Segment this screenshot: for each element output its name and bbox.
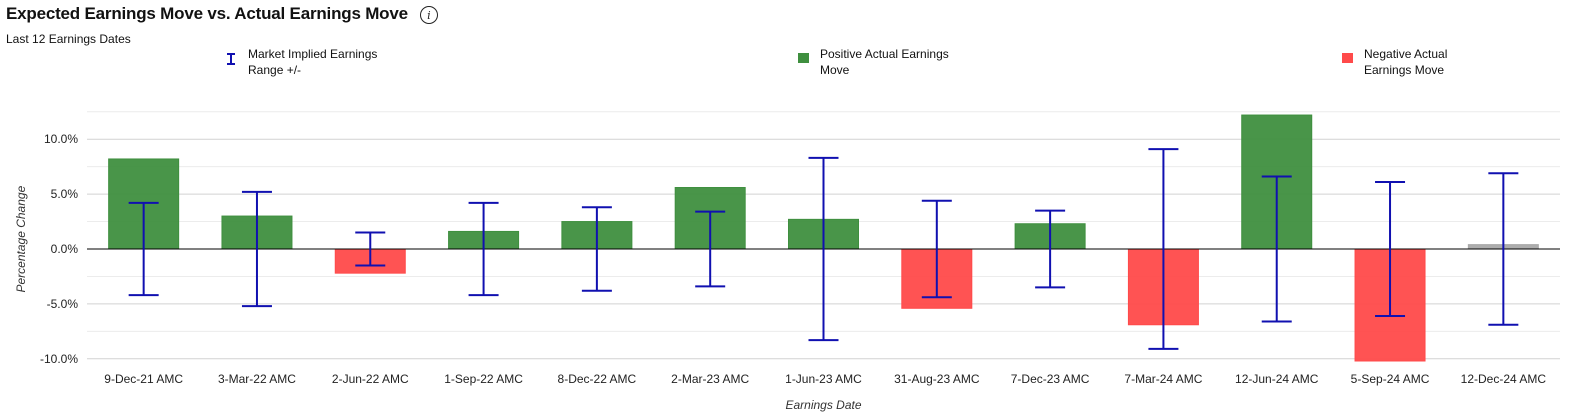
y-tick-label: 0.0% bbox=[51, 242, 79, 256]
legend-label-range: Market Implied Earnings Range +/- bbox=[248, 47, 378, 77]
x-axis-title: Earnings Date bbox=[785, 398, 861, 412]
implied-range-error-bar[interactable] bbox=[355, 231, 386, 267]
implied-range-error-bar[interactable] bbox=[1375, 181, 1406, 317]
label-layer: 10.0% 5.0% 0.0% -5.0% -10.0% 9-Dec-21 AMC 3-Ma… bbox=[40, 132, 1546, 386]
x-tick-label: 7-Dec-23 AMC bbox=[1011, 372, 1090, 386]
x-tick-label: 7-Mar-24 AMC bbox=[1124, 372, 1202, 386]
error-bar-icon bbox=[224, 53, 238, 65]
implied-range-error-bar[interactable] bbox=[1035, 209, 1066, 289]
y-tick-label: 5.0% bbox=[51, 187, 79, 201]
y-tick-label: -5.0% bbox=[47, 297, 79, 311]
negative-swatch-icon bbox=[1340, 53, 1354, 63]
implied-range-error-bar[interactable] bbox=[1261, 175, 1292, 323]
implied-range-error-bar[interactable] bbox=[128, 201, 159, 297]
x-tick-label: 2-Jun-22 AMC bbox=[332, 372, 409, 386]
legend-label-positive: Positive Actual Earnings Move bbox=[820, 47, 949, 77]
x-tick-label: 1-Jun-23 AMC bbox=[785, 372, 862, 386]
implied-range-error-bar[interactable] bbox=[921, 199, 952, 299]
implied-range-error-bar[interactable] bbox=[241, 190, 272, 308]
legend-item-range[interactable]: Market Implied Earnings Range +/- bbox=[224, 46, 378, 78]
implied-range-error-bar[interactable] bbox=[808, 156, 839, 342]
x-tick-label: 31-Aug-23 AMC bbox=[894, 372, 980, 386]
legend-item-positive[interactable]: Positive Actual Earnings Move bbox=[796, 46, 950, 78]
x-tick-label: 3-Mar-22 AMC bbox=[218, 372, 296, 386]
chart-title: Expected Earnings Move vs. Actual Earnin… bbox=[6, 4, 408, 23]
legend-item-negative[interactable]: Negative Actual Earnings Move bbox=[1340, 46, 1494, 78]
y-tick-label: 10.0% bbox=[44, 132, 78, 146]
x-tick-label: 2-Mar-23 AMC bbox=[671, 372, 749, 386]
range-layer bbox=[128, 148, 1519, 350]
implied-range-error-bar[interactable] bbox=[1148, 148, 1179, 350]
legend-label-negative: Negative Actual Earnings Move bbox=[1364, 47, 1448, 77]
chart-subtitle: Last 12 Earnings Dates bbox=[6, 32, 131, 46]
x-tick-label: 5-Sep-24 AMC bbox=[1351, 372, 1430, 386]
x-tick-label: 9-Dec-21 AMC bbox=[104, 372, 183, 386]
chart-header: Expected Earnings Move vs. Actual Earnin… bbox=[6, 4, 438, 24]
x-tick-label: 12-Jun-24 AMC bbox=[1235, 372, 1319, 386]
x-tick-label: 1-Sep-22 AMC bbox=[444, 372, 523, 386]
y-tick-label: -10.0% bbox=[40, 352, 78, 366]
implied-range-error-bar[interactable] bbox=[695, 210, 726, 288]
implied-range-error-bar[interactable] bbox=[1488, 172, 1519, 326]
implied-range-error-bar[interactable] bbox=[581, 206, 612, 292]
positive-swatch-icon bbox=[796, 53, 810, 63]
implied-range-error-bar[interactable] bbox=[468, 201, 499, 297]
info-icon[interactable]: i bbox=[419, 6, 438, 24]
x-tick-label: 12-Dec-24 AMC bbox=[1461, 372, 1547, 386]
x-tick-label: 8-Dec-22 AMC bbox=[558, 372, 637, 386]
y-axis-title: Percentage Change bbox=[14, 185, 28, 292]
